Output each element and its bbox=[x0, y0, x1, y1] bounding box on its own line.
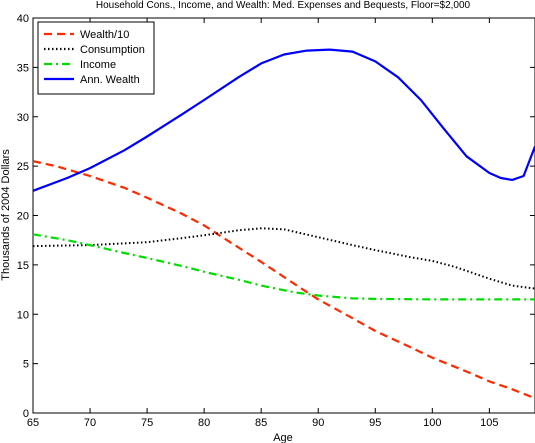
x-tick-label-0: 65 bbox=[27, 417, 39, 429]
y-tick-label-0: 0 bbox=[23, 408, 29, 420]
legend-label-2: Income bbox=[80, 59, 116, 71]
x-tick-label-4: 85 bbox=[255, 417, 267, 429]
series-line-ann-wealth bbox=[32, 48, 535, 192]
series-line-consumption bbox=[32, 227, 535, 290]
y-tick-label-3: 15 bbox=[17, 260, 29, 272]
x-tick-label-2: 75 bbox=[141, 417, 153, 429]
y-axis-label: Thousands of 2004 Dollars bbox=[0, 149, 12, 281]
y-tick-label-7: 35 bbox=[17, 62, 29, 74]
legend-label-0: Wealth/10 bbox=[80, 29, 129, 41]
legend-label-3: Ann. Wealth bbox=[80, 74, 140, 86]
y-tick-label-6: 30 bbox=[17, 112, 29, 124]
series-line-wealth-10 bbox=[32, 160, 535, 400]
x-tick-label-6: 95 bbox=[369, 417, 381, 429]
y-tick-label-5: 25 bbox=[17, 161, 29, 173]
legend: Wealth/10 Consumption Income Ann. Wealth bbox=[37, 21, 155, 95]
series-line-income bbox=[32, 233, 535, 301]
x-tick-label-7: 100 bbox=[423, 417, 441, 429]
axis-ticks: 65 70 75 80 85 90 95 100 105 0 5 10 15 20 25 30 35 40 bbox=[17, 13, 535, 429]
x-tick-label-1: 70 bbox=[84, 417, 96, 429]
y-tick-label-4: 20 bbox=[17, 211, 29, 223]
y-tick-label-1: 5 bbox=[23, 359, 29, 371]
y-tick-label-2: 10 bbox=[17, 309, 29, 321]
series-layer bbox=[32, 48, 535, 400]
y-tick-label-8: 40 bbox=[17, 13, 29, 25]
legend-label-1: Consumption bbox=[80, 44, 145, 56]
chart-title: Household Cons., Income, and Wealth: Med… bbox=[96, 0, 471, 11]
x-tick-label-5: 90 bbox=[312, 417, 324, 429]
x-axis-label: Age bbox=[273, 432, 293, 443]
x-tick-label-8: 105 bbox=[480, 417, 498, 429]
x-tick-label-3: 80 bbox=[198, 417, 210, 429]
